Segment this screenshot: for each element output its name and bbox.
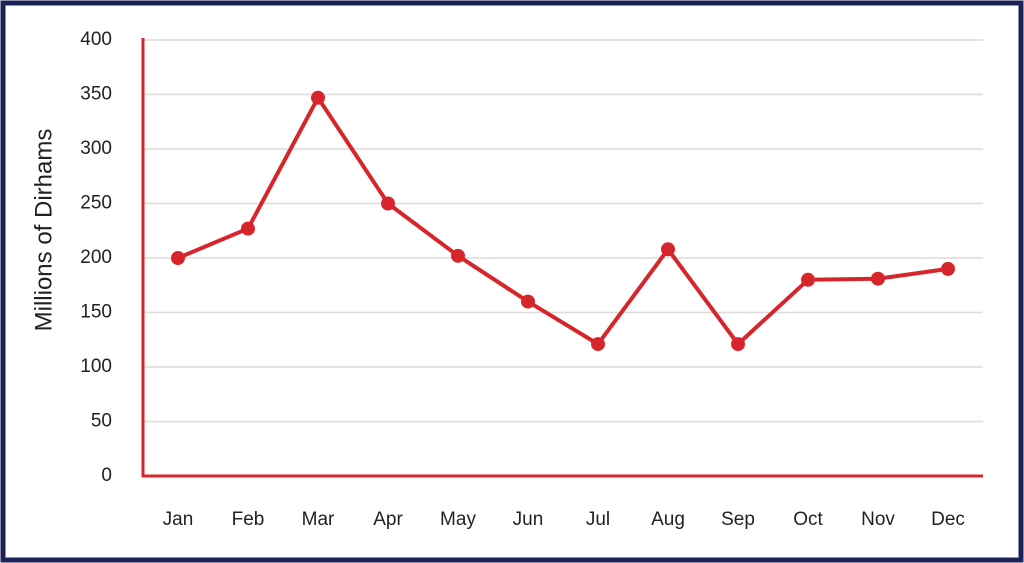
point xyxy=(801,272,815,287)
point xyxy=(661,242,675,257)
x-tick-label: Apr xyxy=(373,509,403,530)
x-tick-label: Jan xyxy=(163,509,194,530)
x-tick-label: Nov xyxy=(861,509,895,530)
x-tick-label: Oct xyxy=(793,509,823,530)
x-tick-label: Jun xyxy=(513,509,544,530)
x-tick-label: Dec xyxy=(931,509,965,530)
point xyxy=(941,261,955,276)
x-tick-label: May xyxy=(440,509,476,530)
point xyxy=(731,337,745,352)
point xyxy=(591,337,605,352)
x-tick-label: Jul xyxy=(586,509,610,530)
line xyxy=(177,95,949,347)
y-tick-label: 150 xyxy=(80,302,112,323)
point xyxy=(451,248,465,263)
y-tick-label: 100 xyxy=(80,356,112,377)
y-tick-label: 200 xyxy=(80,247,112,268)
point xyxy=(521,294,535,309)
y-tick-label: 0 xyxy=(101,465,112,486)
x-tick-label: Aug xyxy=(651,509,685,530)
y-tick-label: 250 xyxy=(80,193,112,214)
point xyxy=(381,196,395,211)
y-tick-label: 350 xyxy=(80,84,112,105)
y-tick-label: 400 xyxy=(80,29,112,50)
x-tick-label: Feb xyxy=(232,509,265,530)
y-axis-label: Millions of Dirhams xyxy=(30,129,57,332)
point xyxy=(871,271,885,286)
x-tick-label: Sep xyxy=(721,509,755,530)
x-tick-label: Mar xyxy=(302,509,335,530)
y-tick-label: 50 xyxy=(91,411,112,432)
point xyxy=(241,221,255,236)
y-tick-label: 300 xyxy=(80,138,112,159)
point xyxy=(171,251,185,265)
point xyxy=(311,90,325,105)
